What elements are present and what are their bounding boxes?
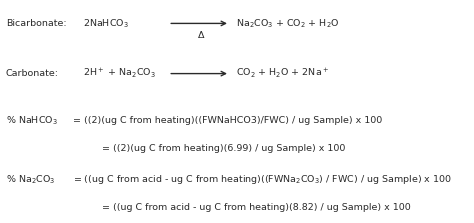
- Text: = ((ug C from acid - ug C from heating)(8.82) / ug Sample) x 100: = ((ug C from acid - ug C from heating)(…: [102, 203, 410, 212]
- Text: Carbonate:: Carbonate:: [6, 69, 59, 78]
- Text: CO$_2$ + H$_2$O + 2Na$^+$: CO$_2$ + H$_2$O + 2Na$^+$: [236, 67, 329, 81]
- Text: 2H$^+$ + Na$_2$CO$_3$: 2H$^+$ + Na$_2$CO$_3$: [83, 67, 156, 81]
- Text: Na$_2$CO$_3$ + CO$_2$ + H$_2$O: Na$_2$CO$_3$ + CO$_2$ + H$_2$O: [236, 17, 339, 30]
- Text: Bicarbonate:: Bicarbonate:: [6, 19, 66, 28]
- Text: = ((2)(ug C from heating)((FWNaHCO3)/FWC) / ug Sample) x 100: = ((2)(ug C from heating)((FWNaHCO3)/FWC…: [73, 116, 383, 125]
- Text: = ((2)(ug C from heating)(6.99) / ug Sample) x 100: = ((2)(ug C from heating)(6.99) / ug Sam…: [102, 144, 345, 153]
- Text: % Na$_2$CO$_3$: % Na$_2$CO$_3$: [6, 173, 55, 186]
- Text: 2NaHCO$_3$: 2NaHCO$_3$: [83, 17, 129, 30]
- Text: = ((ug C from acid - ug C from heating)((FWNa$_2$CO$_3$) / FWC) / ug Sample) x 1: = ((ug C from acid - ug C from heating)(…: [73, 173, 452, 186]
- Text: Δ: Δ: [198, 31, 205, 40]
- Text: % NaHCO$_3$: % NaHCO$_3$: [6, 114, 58, 127]
